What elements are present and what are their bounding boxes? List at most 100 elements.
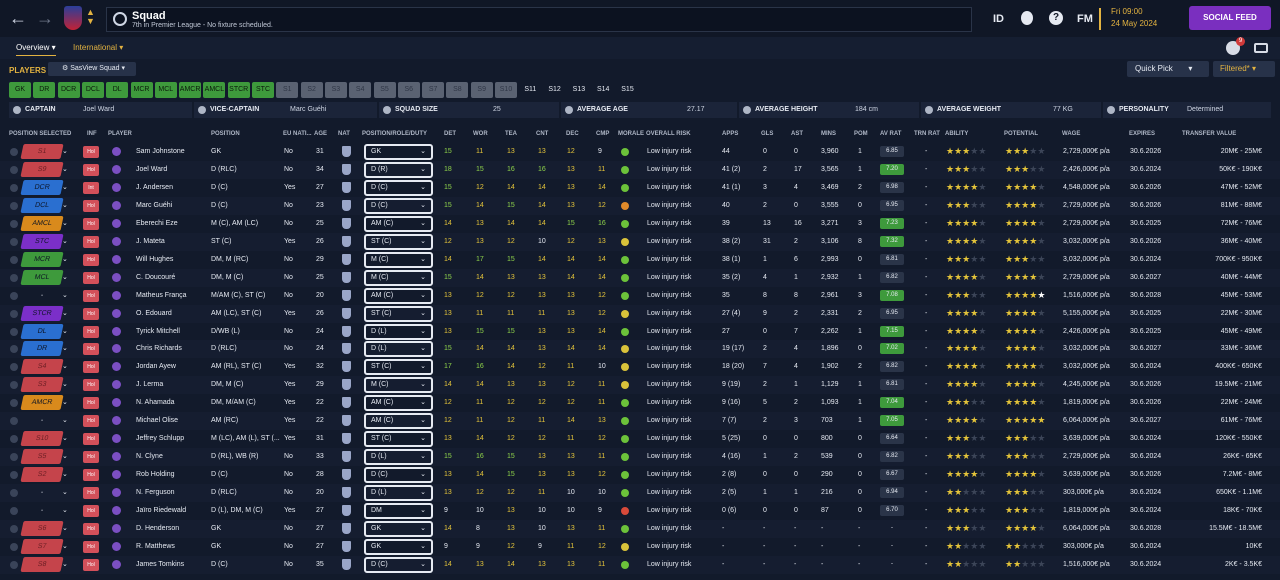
column-header[interactable]: POTENTIAL <box>1004 131 1038 137</box>
column-header[interactable]: GLS <box>761 131 774 137</box>
column-header[interactable]: MORALE <box>618 131 644 137</box>
role-duty-select[interactable]: D (L) ⌄ <box>364 449 433 466</box>
position-chip-s11[interactable]: S11 <box>524 86 537 93</box>
column-header[interactable]: POM <box>854 131 868 137</box>
select-checkbox[interactable] <box>10 237 18 246</box>
column-header[interactable]: TRANSFER VALUE <box>1182 131 1237 137</box>
select-checkbox[interactable] <box>10 560 18 569</box>
chevron-down-icon[interactable]: ⌄ <box>62 309 68 317</box>
player-name[interactable]: Tyrick Mitchell <box>136 327 180 335</box>
player-name[interactable]: Matheus França <box>136 291 187 299</box>
position-selected-badge[interactable]: S6 <box>20 520 64 536</box>
position-selected-badge[interactable]: S10 <box>20 431 64 447</box>
position-selected-badge[interactable]: DL <box>20 323 64 339</box>
select-checkbox[interactable] <box>10 273 18 282</box>
position-chip-s14[interactable]: S14 <box>596 86 610 93</box>
chevron-down-icon[interactable]: ⌄ <box>62 381 68 389</box>
position-selected-badge[interactable]: STC <box>20 233 64 249</box>
monitor-icon[interactable] <box>1254 43 1268 53</box>
role-duty-select[interactable]: D (C) ⌄ <box>364 197 433 214</box>
player-name[interactable]: Chris Richards <box>136 345 182 353</box>
position-selected-badge[interactable]: S3 <box>20 377 64 393</box>
role-duty-select[interactable]: ST (C) ⌄ <box>364 431 433 448</box>
position-selected-badge[interactable]: - <box>40 291 44 299</box>
chevron-down-icon[interactable]: ⌄ <box>62 363 68 371</box>
brain-icon[interactable] <box>1021 11 1033 25</box>
select-checkbox[interactable] <box>10 453 18 462</box>
select-checkbox[interactable] <box>10 542 18 551</box>
role-duty-select[interactable]: ST (C) ⌄ <box>364 359 433 376</box>
player-name[interactable]: Michael Olise <box>136 417 179 425</box>
player-name[interactable]: James Tomkins <box>136 560 185 568</box>
table-row[interactable]: S7 ⌄ Hol R. Matthews GK No 27 GK ⌄ 9 9 12 9 11 12 Low i… <box>0 538 1280 556</box>
chevron-down-icon[interactable]: ⌄ <box>62 507 68 514</box>
position-selected-badge[interactable]: STCR <box>20 305 64 321</box>
column-header[interactable]: ABILITY <box>945 131 969 137</box>
position-selected-badge[interactable]: S1 <box>20 144 64 159</box>
column-header[interactable]: INF <box>87 131 97 137</box>
player-name[interactable]: Jordan Ayew <box>136 363 176 371</box>
chevron-down-icon[interactable]: ⌄ <box>62 219 68 227</box>
table-row[interactable]: STC ⌄ Hol J. Mateta ST (C) Yes 26 ST (C) ⌄ 12 13 12… <box>0 232 1280 251</box>
table-row[interactable]: DCL ⌄ Hol Marc Guéhi D (C) No 23 D (C) ⌄ 15 14 15 14… <box>0 196 1280 215</box>
date-day[interactable]: 24 May 2024 <box>1111 19 1158 28</box>
position-chip-s5[interactable]: S5 <box>373 82 396 98</box>
select-checkbox[interactable] <box>10 183 18 192</box>
position-selected-badge[interactable]: S9 <box>20 161 64 177</box>
club-switch-chevron-icon[interactable]: ▲ ▼ <box>86 7 95 26</box>
select-checkbox[interactable] <box>10 524 18 533</box>
social-feed-button[interactable]: SOCIAL FEED <box>1189 6 1271 30</box>
select-checkbox[interactable] <box>10 381 18 390</box>
player-name[interactable]: J. Lerma <box>136 381 164 389</box>
select-checkbox[interactable] <box>10 471 18 480</box>
column-header[interactable]: CMP <box>596 131 610 137</box>
tab-overview[interactable]: Overview ▾ <box>16 43 56 56</box>
position-chip-amcr[interactable]: AMCR <box>179 82 202 98</box>
column-header[interactable]: POSITION/ROLE/DUTY <box>362 131 428 137</box>
chevron-down-icon[interactable]: ⌄ <box>62 327 68 335</box>
table-row[interactable]: MCL ⌄ Hol C. Doucouré DM, M (C) No 25 M (C) ⌄ 15 1… <box>0 268 1280 287</box>
select-checkbox[interactable] <box>10 345 18 354</box>
column-header[interactable]: APPS <box>722 131 739 137</box>
role-duty-select[interactable]: ST (C) ⌄ <box>364 233 433 250</box>
chevron-down-icon[interactable]: ⌄ <box>62 345 68 353</box>
table-row[interactable]: S2 ⌄ Hol Rob Holding D (C) No 28 D (C) ⌄ 13 14 15 13… <box>0 466 1280 484</box>
select-checkbox[interactable] <box>10 165 18 174</box>
chevron-down-icon[interactable]: ⌄ <box>62 399 68 407</box>
player-name[interactable]: D. Henderson <box>136 524 180 532</box>
position-selected-badge[interactable]: S7 <box>20 538 64 554</box>
select-checkbox[interactable] <box>10 399 18 408</box>
player-name[interactable]: Rob Holding <box>136 471 175 479</box>
player-name[interactable]: Marc Guéhi <box>136 201 173 209</box>
position-chip-mcr[interactable]: MCR <box>130 82 153 98</box>
table-row[interactable]: S8 ⌄ Hol James Tomkins D (C) No 35 D (C) ⌄ 14 13 14… <box>0 555 1280 574</box>
column-header[interactable]: EU NATI... <box>283 131 312 137</box>
role-duty-select[interactable]: M (C) ⌄ <box>364 377 433 394</box>
column-header[interactable]: CNT <box>536 131 549 137</box>
select-checkbox[interactable] <box>10 148 18 156</box>
view-selector-button[interactable]: ⚙ SasView Squad ▾ <box>48 62 136 76</box>
position-chip-amcl[interactable]: AMCL <box>203 82 226 98</box>
role-duty-select[interactable]: GK ⌄ <box>364 520 433 537</box>
help-icon[interactable]: ? <box>1049 11 1063 25</box>
chevron-down-icon[interactable]: ⌄ <box>62 273 68 281</box>
player-name[interactable]: J. Andersen <box>136 183 173 191</box>
table-row[interactable]: S3 ⌄ Hol J. Lerma DM, M (C) Yes 29 M (C) ⌄ 14 14 13… <box>0 376 1280 395</box>
column-header[interactable]: POSITION <box>211 131 240 137</box>
table-row[interactable]: S6 ⌄ Hol D. Henderson GK No 27 GK ⌄ 14 8 13 10 13 11 Lo… <box>0 519 1280 538</box>
role-duty-select[interactable]: D (C) ⌄ <box>364 179 433 196</box>
position-chip-s8[interactable]: S8 <box>446 82 469 98</box>
column-header[interactable]: DET <box>444 131 456 137</box>
table-row[interactable]: DCR ⌄ Int J. Andersen D (C) Yes 27 D (C) ⌄ 15 12 14… <box>0 179 1280 197</box>
column-header[interactable]: TRN RAT <box>914 131 940 137</box>
club-crest-icon[interactable] <box>64 6 82 30</box>
table-row[interactable]: S5 ⌄ Hol N. Clyne D (RL), WB (R) No 33 D (L) ⌄ 15… <box>0 448 1280 467</box>
chevron-down-icon[interactable]: ⌄ <box>62 165 68 173</box>
role-duty-select[interactable]: GK ⌄ <box>364 538 433 555</box>
position-selected-badge[interactable]: MCL <box>20 269 64 285</box>
role-duty-select[interactable]: AM (C) ⌄ <box>364 215 433 232</box>
position-chip-dl[interactable]: DL <box>106 82 129 98</box>
player-name[interactable]: Joel Ward <box>136 165 168 173</box>
table-row[interactable]: DL ⌄ Hol Tyrick Mitchell D/WB (L) No 24 D (L) ⌄ 1… <box>0 323 1280 341</box>
select-checkbox[interactable] <box>10 507 18 515</box>
